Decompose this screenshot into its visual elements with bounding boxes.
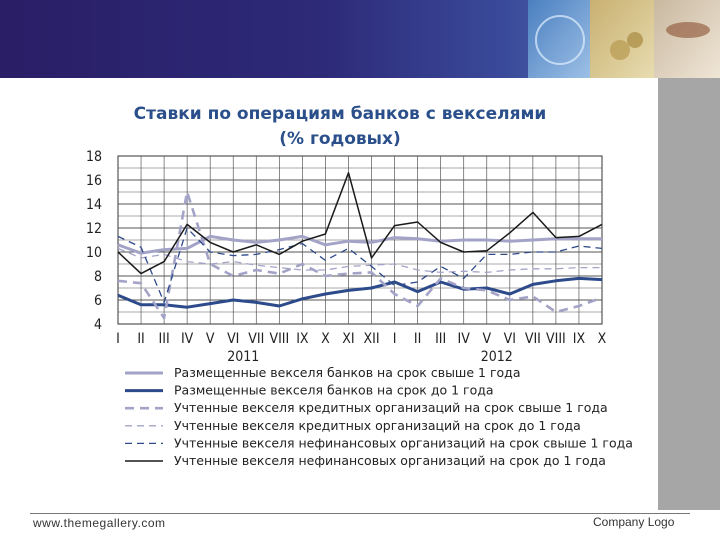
- legend-label: Размещенные векселя банков на срок свыше…: [174, 365, 520, 380]
- x-tick-label: III: [159, 331, 170, 347]
- y-tick-label: 6: [94, 293, 102, 309]
- y-tick-label: 4: [94, 317, 102, 333]
- legend-label: Учтенные векселя нефинансовых организаци…: [174, 453, 606, 468]
- series-line-1: [117, 234, 602, 255]
- y-tick-label: 14: [86, 197, 102, 213]
- x-tick-label: VIII: [269, 331, 289, 347]
- x-tick-label: II: [414, 331, 421, 347]
- x-tick-label: IV: [458, 331, 471, 347]
- y-tick-label: 16: [86, 173, 102, 189]
- footer-company-logo: Company Logo: [593, 515, 675, 529]
- y-tick-label: 18: [86, 149, 102, 165]
- x-tick-label: X: [598, 331, 607, 347]
- x-tick-label: VII: [248, 331, 264, 347]
- x-tick-label: I: [116, 331, 120, 347]
- x-tick-label: XII: [363, 331, 379, 347]
- series-line-6: [117, 172, 603, 275]
- x-tick-label: I: [393, 331, 397, 347]
- y-tick-label: 12: [86, 221, 102, 237]
- series-line-4: [117, 247, 602, 274]
- x-tick-label: X: [321, 331, 330, 347]
- x-tick-label: IX: [573, 331, 586, 347]
- x-tick-label: IX: [296, 331, 309, 347]
- legend-label: Размещенные векселя банков на срок до 1 …: [174, 383, 494, 398]
- legend-label: Учтенные векселя кредитных организаций н…: [174, 418, 581, 433]
- year-label: 2011: [227, 349, 259, 365]
- series-line-3: [117, 190, 603, 320]
- right-side-strip: [658, 78, 720, 510]
- x-tick-label: V: [482, 331, 491, 347]
- x-tick-label: V: [206, 331, 215, 347]
- footer-divider: [30, 513, 690, 514]
- chart-legend: Размещенные векселя банков на срок свыше…: [125, 365, 633, 468]
- y-axis-ticks: 4 6 8 10 12 14 16 18: [86, 149, 102, 333]
- x-tick-label: XI: [342, 331, 354, 347]
- x-tick-label: VI: [504, 331, 516, 347]
- y-tick-label: 10: [86, 245, 102, 261]
- legend-label: Учтенные векселя нефинансовых организаци…: [174, 435, 633, 450]
- x-tick-label: VIII: [546, 331, 566, 347]
- footer-website: www.themegallery.com: [33, 516, 166, 530]
- x-axis-ticks: I II III IV V VI VII VIII IX X XI XII I II III IV V VI VII…: [116, 331, 607, 365]
- x-tick-label: VI: [227, 331, 239, 347]
- chart-title-line2: (% годовых): [279, 129, 401, 149]
- y-tick-label: 8: [94, 269, 102, 285]
- series-line-2: [117, 276, 603, 309]
- x-tick-label: II: [137, 331, 144, 347]
- chart-series: [117, 172, 603, 320]
- header-decorative-image: [528, 0, 720, 78]
- year-label: 2012: [481, 349, 513, 365]
- x-tick-label: IV: [181, 331, 194, 347]
- x-tick-label: VII: [525, 331, 541, 347]
- legend-label: Учтенные векселя кредитных организаций н…: [174, 400, 608, 415]
- x-tick-label: III: [435, 331, 446, 347]
- chart-title-line1: Ставки по операциям банков с векселями: [134, 104, 547, 124]
